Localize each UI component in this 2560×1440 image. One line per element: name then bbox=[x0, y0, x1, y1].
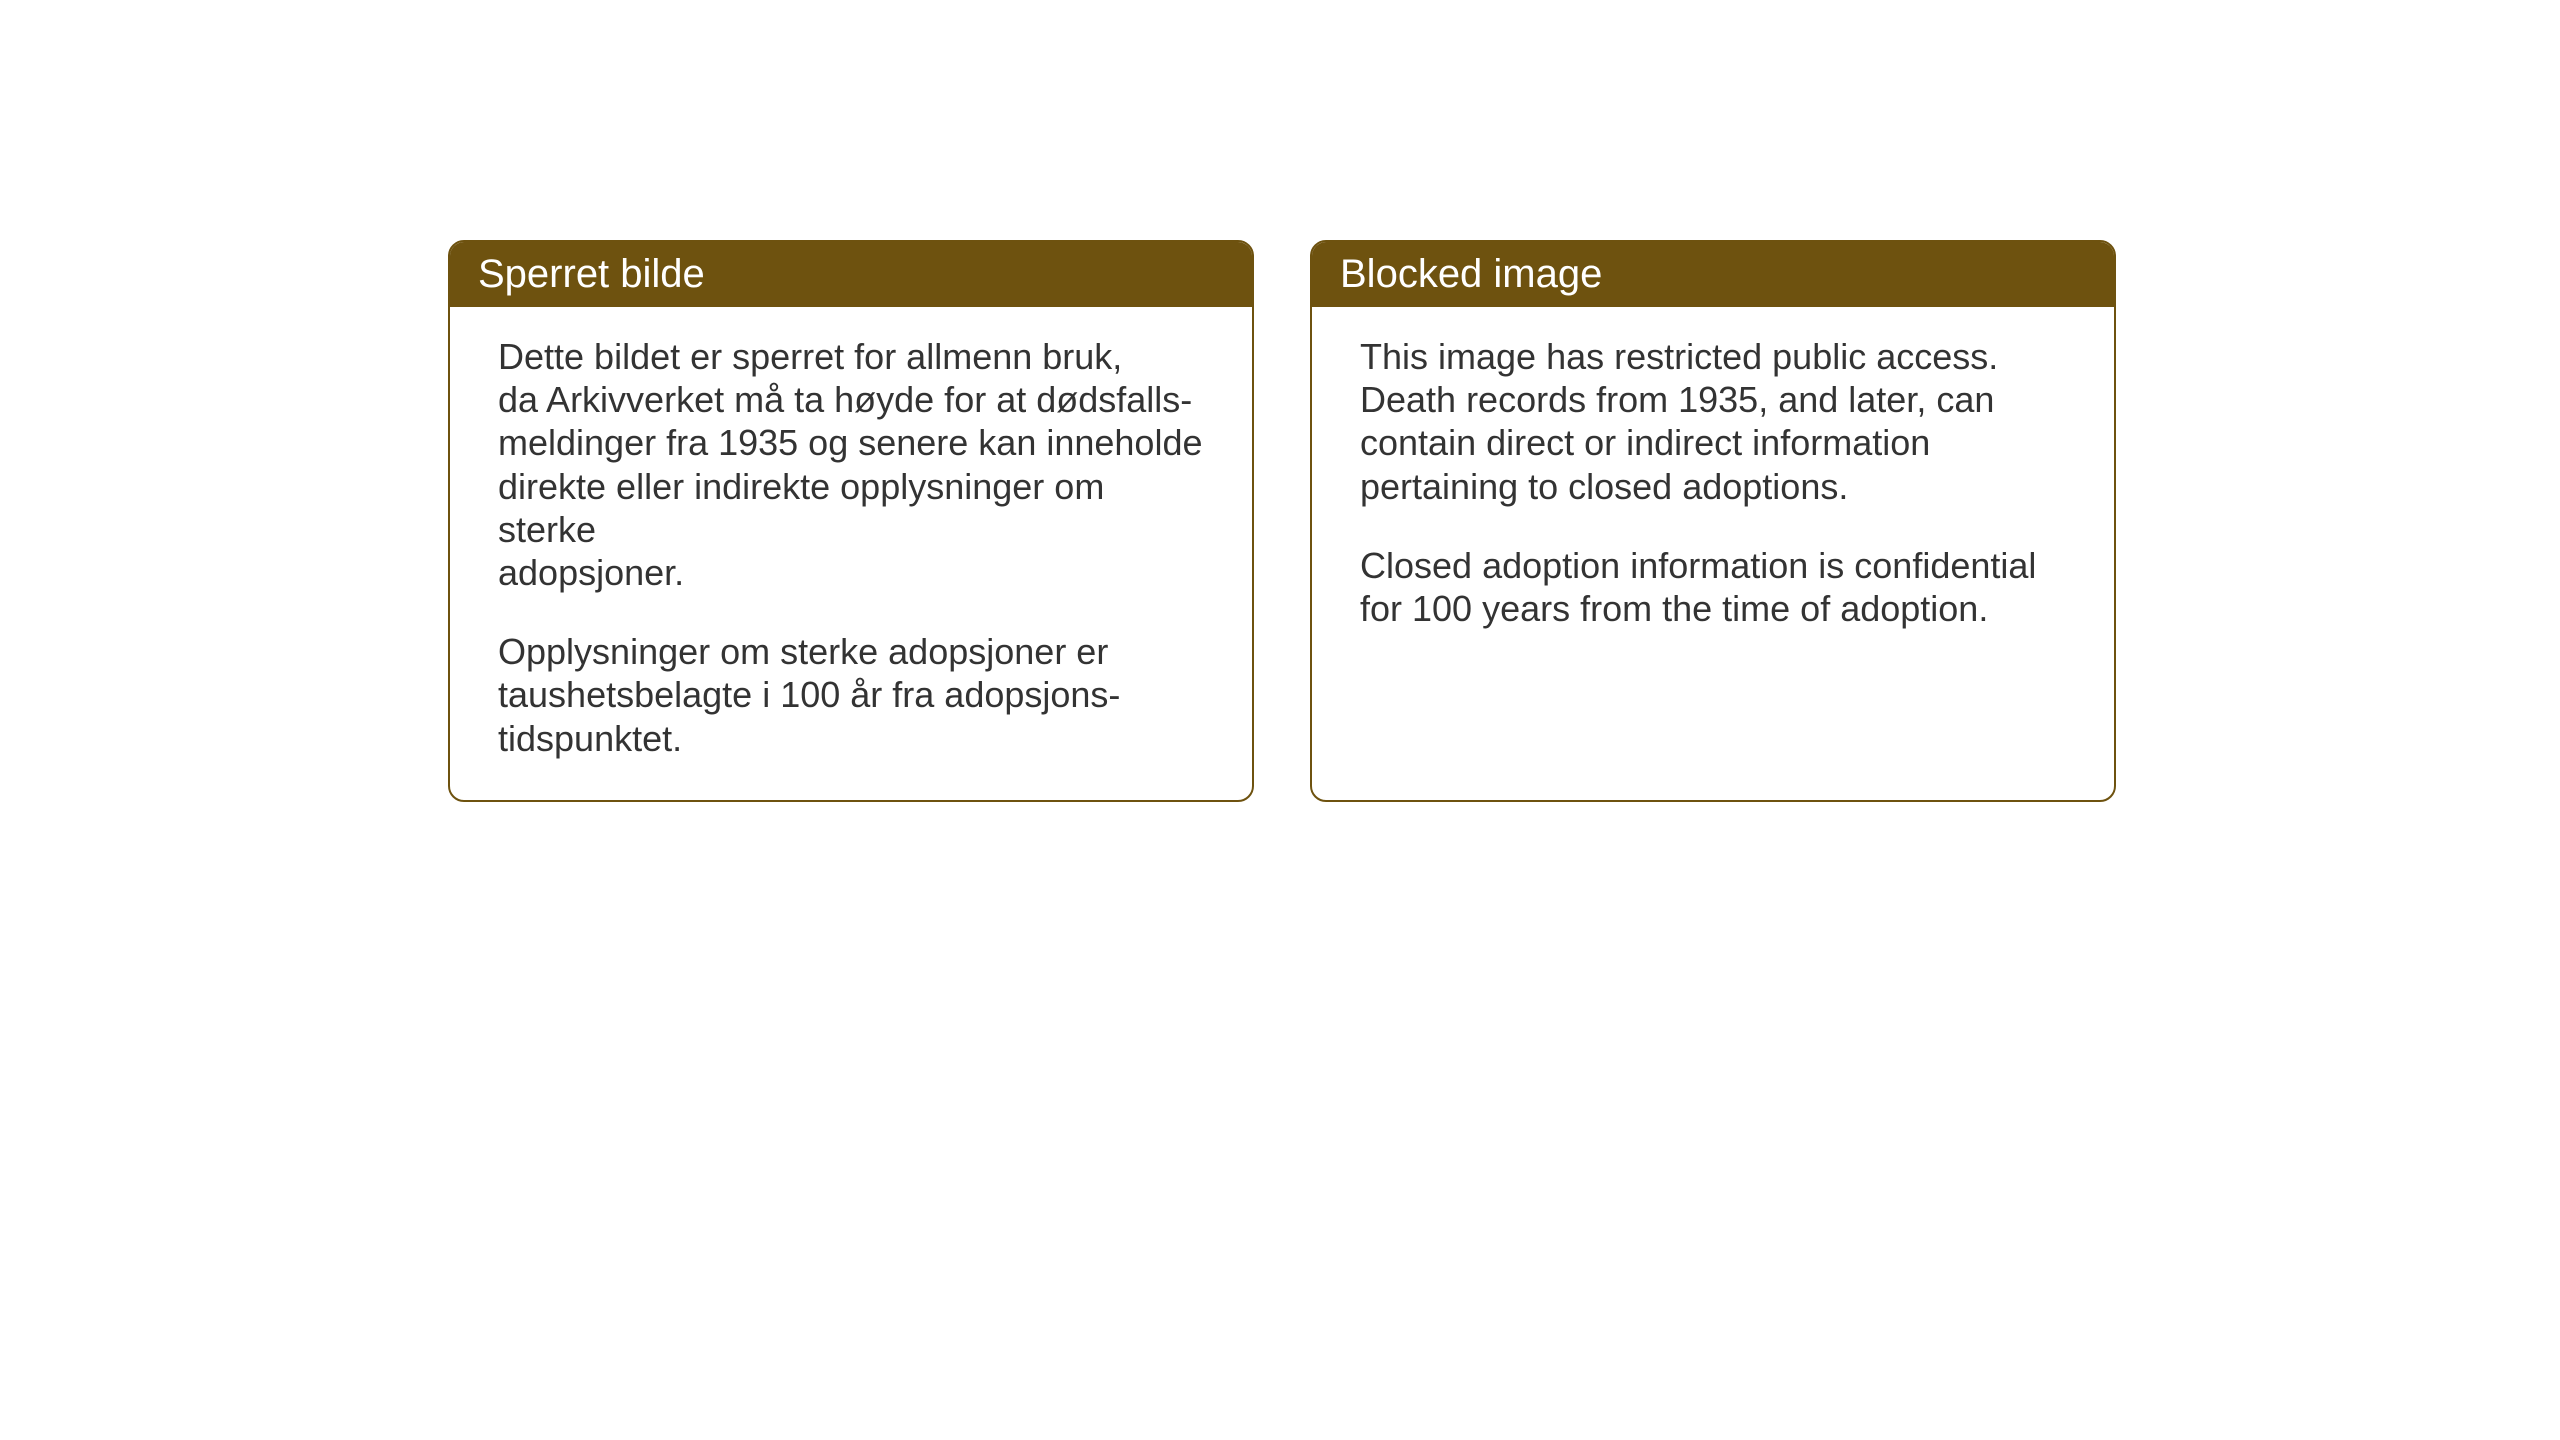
paragraph-line: Closed adoption information is confident… bbox=[1360, 544, 2066, 587]
card-english: Blocked image This image has restricted … bbox=[1310, 240, 2116, 802]
card-title-english: Blocked image bbox=[1340, 252, 1602, 296]
paragraph-line: This image has restricted public access. bbox=[1360, 335, 2066, 378]
paragraph-line: Dette bildet er sperret for allmenn bruk… bbox=[498, 335, 1204, 378]
paragraph-line: meldinger fra 1935 og senere kan innehol… bbox=[498, 421, 1204, 464]
paragraph-line: Opplysninger om sterke adopsjoner er bbox=[498, 630, 1204, 673]
paragraph-spacer bbox=[498, 594, 1204, 630]
paragraph-line: pertaining to closed adoptions. bbox=[1360, 465, 2066, 508]
paragraph-line: da Arkivverket må ta høyde for at dødsfa… bbox=[498, 378, 1204, 421]
card-norwegian: Sperret bilde Dette bildet er sperret fo… bbox=[448, 240, 1254, 802]
paragraph-line: tidspunktet. bbox=[498, 717, 1204, 760]
card-title-norwegian: Sperret bilde bbox=[478, 252, 705, 296]
paragraph-line: for 100 years from the time of adoption. bbox=[1360, 587, 2066, 630]
paragraph-line: taushetsbelagte i 100 år fra adopsjons- bbox=[498, 673, 1204, 716]
card-header-norwegian: Sperret bilde bbox=[450, 242, 1252, 307]
paragraph-line: contain direct or indirect information bbox=[1360, 421, 2066, 464]
card-body-norwegian: Dette bildet er sperret for allmenn bruk… bbox=[450, 307, 1252, 800]
paragraph-line: adopsjoner. bbox=[498, 551, 1204, 594]
cards-container: Sperret bilde Dette bildet er sperret fo… bbox=[448, 240, 2116, 802]
paragraph-spacer bbox=[1360, 508, 2066, 544]
paragraph-line: Death records from 1935, and later, can bbox=[1360, 378, 2066, 421]
paragraph-line: direkte eller indirekte opplysninger om … bbox=[498, 465, 1204, 551]
card-body-english: This image has restricted public access.… bbox=[1312, 307, 2114, 670]
card-header-english: Blocked image bbox=[1312, 242, 2114, 307]
